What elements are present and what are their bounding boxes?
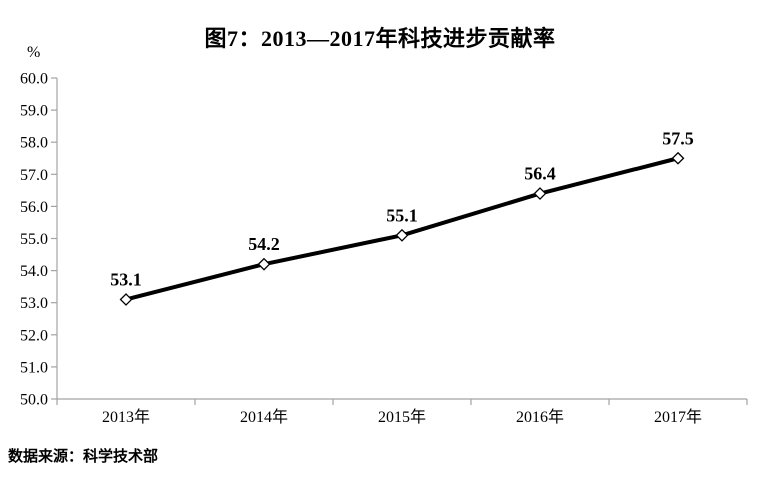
y-axis-tick-label: 51.0	[20, 359, 48, 376]
data-label: 56.4	[524, 164, 556, 184]
data-point-marker	[395, 228, 409, 242]
x-axis-category-label: 2016年	[516, 408, 564, 426]
y-axis-tick-label: 59.0	[20, 103, 48, 120]
y-axis-unit-label: %	[27, 44, 41, 61]
y-axis-tick-label: 60.0	[20, 71, 48, 88]
y-axis-tick-label: 54.0	[20, 263, 48, 280]
x-axis-category-label: 2017年	[654, 408, 702, 426]
data-point-marker	[257, 257, 271, 271]
x-axis-category-label: 2013年	[102, 408, 150, 426]
source-note: 数据来源：科学技术部	[8, 449, 159, 465]
y-axis-tick-label: 58.0	[20, 135, 48, 152]
y-axis-tick-label: 56.0	[20, 199, 48, 216]
x-axis-category-label: 2015年	[378, 408, 426, 426]
y-axis-tick-label: 57.0	[20, 167, 48, 184]
y-axis-tick-label: 55.0	[20, 231, 48, 248]
y-axis-tick-label: 52.0	[20, 327, 48, 344]
chart-title: 图7：2013—2017年科技进步贡献率	[204, 26, 556, 51]
y-axis-tick-label: 50.0	[20, 392, 48, 409]
data-label: 54.2	[248, 234, 280, 254]
data-label: 57.5	[662, 128, 694, 148]
x-axis-category-label: 2014年	[240, 408, 288, 426]
data-label: 55.1	[386, 205, 418, 225]
data-point-marker	[671, 151, 685, 165]
data-point-marker	[119, 293, 133, 306]
line-chart: 50.0 51.0 52.0 53.0 54.0 55.0 56.0 57.0 58.0 59.0…	[20, 71, 748, 426]
data-point-marker	[533, 187, 547, 200]
data-label: 53.1	[110, 269, 142, 289]
y-axis-tick-label: 53.0	[20, 295, 48, 312]
data-line	[124, 156, 680, 302]
